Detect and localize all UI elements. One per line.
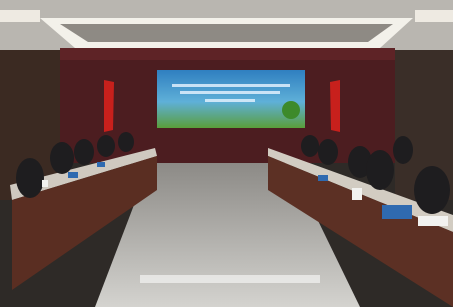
- name-plate: [97, 162, 105, 167]
- flag: [330, 80, 340, 132]
- flag: [104, 80, 114, 132]
- person: [118, 132, 134, 152]
- cup: [352, 188, 362, 200]
- meeting-room-photo: [0, 0, 453, 307]
- person: [16, 158, 44, 198]
- person: [393, 136, 413, 164]
- screen-text-line: [205, 99, 255, 102]
- screen-tree: [282, 101, 300, 119]
- screen-text-line: [180, 91, 280, 94]
- person: [366, 150, 394, 190]
- name-plate: [382, 205, 412, 219]
- name-plate: [318, 175, 328, 181]
- person: [318, 139, 338, 165]
- person: [301, 135, 319, 157]
- person: [74, 139, 94, 165]
- ceiling-light: [415, 10, 453, 22]
- ceiling-recess: [60, 24, 393, 42]
- cup: [42, 180, 48, 187]
- screen-text-line: [172, 84, 290, 87]
- person: [50, 142, 74, 174]
- floor-reflection: [140, 275, 320, 283]
- person: [414, 166, 450, 214]
- name-plate: [68, 172, 78, 178]
- person: [97, 135, 115, 157]
- curtain-valance: [60, 48, 395, 60]
- paper: [418, 216, 448, 226]
- ceiling-light: [0, 10, 40, 22]
